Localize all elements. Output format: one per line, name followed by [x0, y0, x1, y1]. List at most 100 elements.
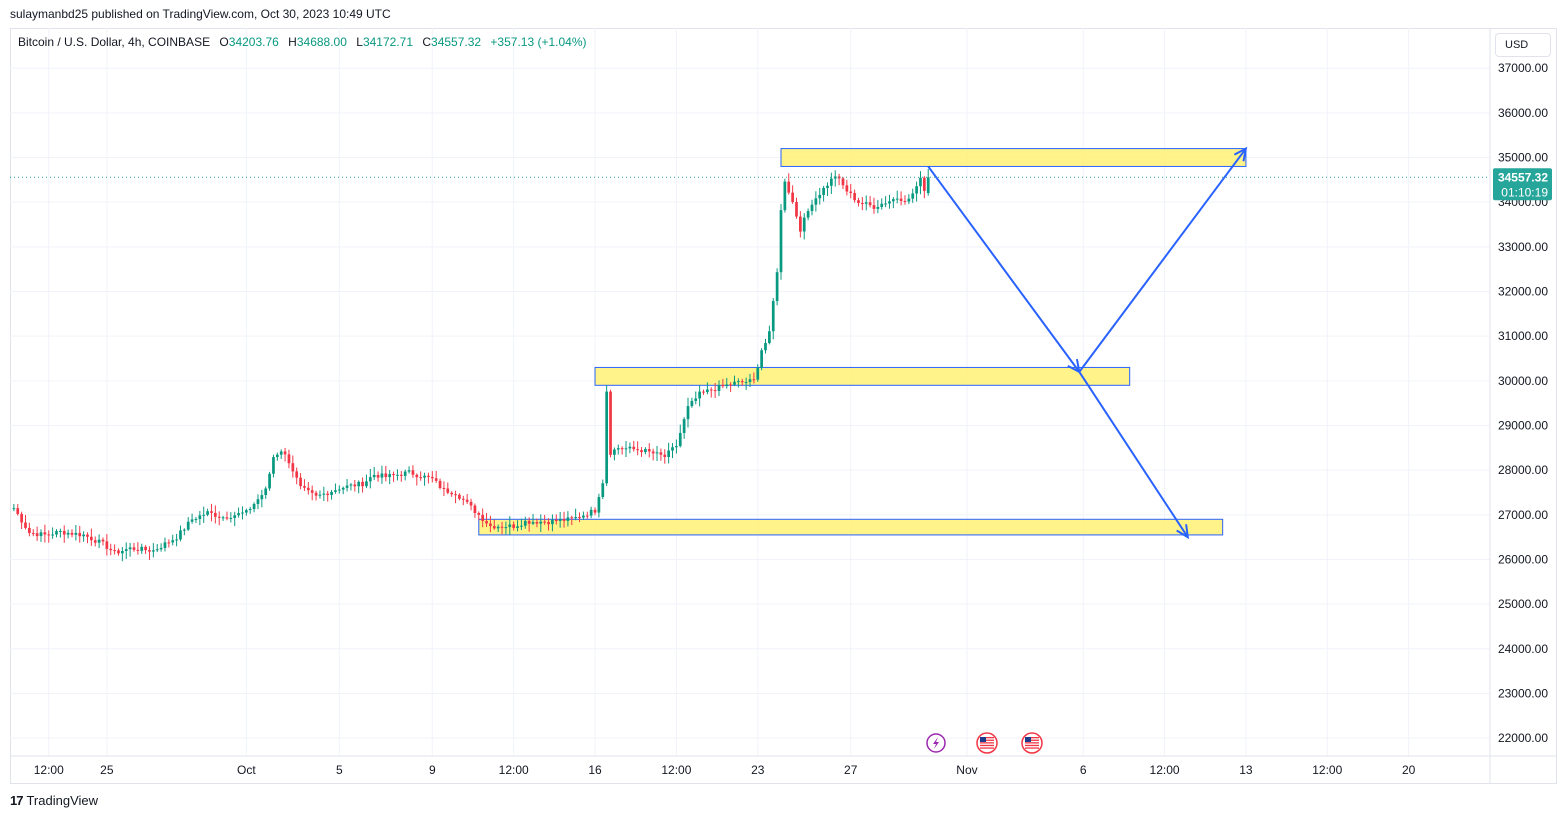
- us-flag-icon[interactable]: [1021, 732, 1043, 754]
- candle-body: [16, 508, 20, 514]
- candle-body: [450, 492, 454, 495]
- us-flag-icon[interactable]: [976, 732, 998, 754]
- candle-body: [779, 210, 783, 273]
- candle-body: [593, 509, 597, 513]
- candle-body: [186, 521, 190, 530]
- candle-body: [582, 515, 585, 518]
- candle-body: [504, 527, 508, 529]
- candle-body: [872, 205, 876, 209]
- candle-body: [171, 540, 175, 543]
- candle-body: [303, 486, 306, 488]
- candle-body: [469, 501, 473, 506]
- candle-body: [481, 514, 485, 521]
- candle-body: [167, 542, 171, 544]
- candle-body: [636, 449, 639, 451]
- candle-body: [574, 517, 578, 519]
- candle-body: [891, 199, 895, 202]
- candle-body: [783, 181, 787, 211]
- candle-body: [55, 531, 58, 535]
- candle-body: [554, 519, 558, 522]
- candle-body: [241, 512, 244, 514]
- price-tag-countdown: 01:10:19: [1501, 185, 1548, 199]
- candle-body: [237, 513, 240, 516]
- candle-body: [117, 550, 120, 554]
- candle-body: [124, 549, 128, 551]
- candle-body: [853, 192, 856, 201]
- time-tick-label: 12:00: [34, 763, 64, 777]
- candle-body: [326, 493, 330, 496]
- candle-body: [334, 490, 337, 492]
- candle-body: [357, 481, 361, 487]
- candle-body: [210, 511, 213, 513]
- candle-body: [151, 550, 155, 552]
- legend-low: 34172.71: [362, 35, 413, 49]
- candle-body: [272, 457, 275, 474]
- candle-body: [616, 448, 620, 450]
- candle-body: [105, 541, 109, 549]
- candle-body: [605, 391, 609, 484]
- time-tick-label: 12:00: [661, 763, 691, 777]
- candle-body: [128, 547, 132, 550]
- candle-body: [733, 381, 736, 385]
- candle-body: [884, 203, 887, 205]
- candle-body: [799, 216, 802, 232]
- candle-body: [163, 542, 167, 548]
- price-tick-label: 31000.00: [1498, 329, 1548, 343]
- candle-body: [706, 389, 709, 393]
- candle-body: [624, 448, 628, 450]
- candle-body: [97, 539, 101, 543]
- publisher-line: sulaymanbd25 published on TradingView.co…: [10, 7, 391, 21]
- candle-body: [28, 527, 31, 533]
- price-tag-bg: [1493, 168, 1552, 201]
- candle-body: [268, 473, 271, 489]
- price-tick-label: 26000.00: [1498, 552, 1548, 566]
- candle-body: [562, 519, 566, 521]
- candle-body: [461, 498, 465, 500]
- candle-body: [752, 379, 756, 381]
- candle-body: [647, 449, 651, 452]
- tradingview-logo[interactable]: 17 TradingView: [10, 793, 98, 808]
- candle-body: [35, 533, 39, 537]
- candle-body: [833, 176, 837, 179]
- price-tick-label: 35000.00: [1498, 151, 1548, 165]
- symbol-legend: Bitcoin / U.S. Dollar, 4h, COINBASE O342…: [18, 35, 587, 49]
- currency-button[interactable]: USD: [1495, 33, 1551, 57]
- price-tick-label: 24000.00: [1498, 642, 1548, 656]
- candle-body: [252, 503, 256, 510]
- candle-body: [62, 530, 66, 535]
- candle-body: [403, 471, 407, 476]
- candle-body: [86, 534, 89, 537]
- candle-body: [155, 549, 159, 551]
- candle-body: [802, 217, 806, 232]
- price-tick-label: 33000.00: [1498, 240, 1548, 254]
- candle-body: [368, 477, 372, 482]
- candle-body: [221, 517, 225, 519]
- candle-body: [740, 381, 744, 383]
- candle-body: [388, 474, 392, 478]
- candle-body: [411, 470, 415, 475]
- candle-body: [709, 389, 713, 391]
- lightning-icon[interactable]: [926, 733, 946, 753]
- candle-body: [609, 391, 612, 455]
- candle-body: [702, 391, 705, 393]
- candle-body: [531, 522, 535, 524]
- price-tick-label: 28000.00: [1498, 463, 1548, 477]
- candle-body: [74, 532, 78, 535]
- candle-body: [295, 471, 299, 478]
- candle-body: [66, 532, 70, 535]
- legend-high-label: H: [288, 35, 297, 49]
- candle-body: [640, 450, 643, 453]
- candle-body: [291, 463, 295, 472]
- projection-arrow: [1078, 371, 1189, 538]
- candle-body: [473, 505, 477, 513]
- candle-body: [287, 454, 291, 464]
- zone-rectangle: [780, 148, 1247, 167]
- candle-body: [675, 446, 678, 448]
- candle-body: [427, 475, 430, 477]
- candle-body: [31, 532, 35, 534]
- candle-body: [233, 515, 237, 518]
- price-tag-price: 34557.32: [1498, 170, 1548, 184]
- time-tick-label: 23: [751, 763, 765, 777]
- candle-body: [922, 177, 926, 191]
